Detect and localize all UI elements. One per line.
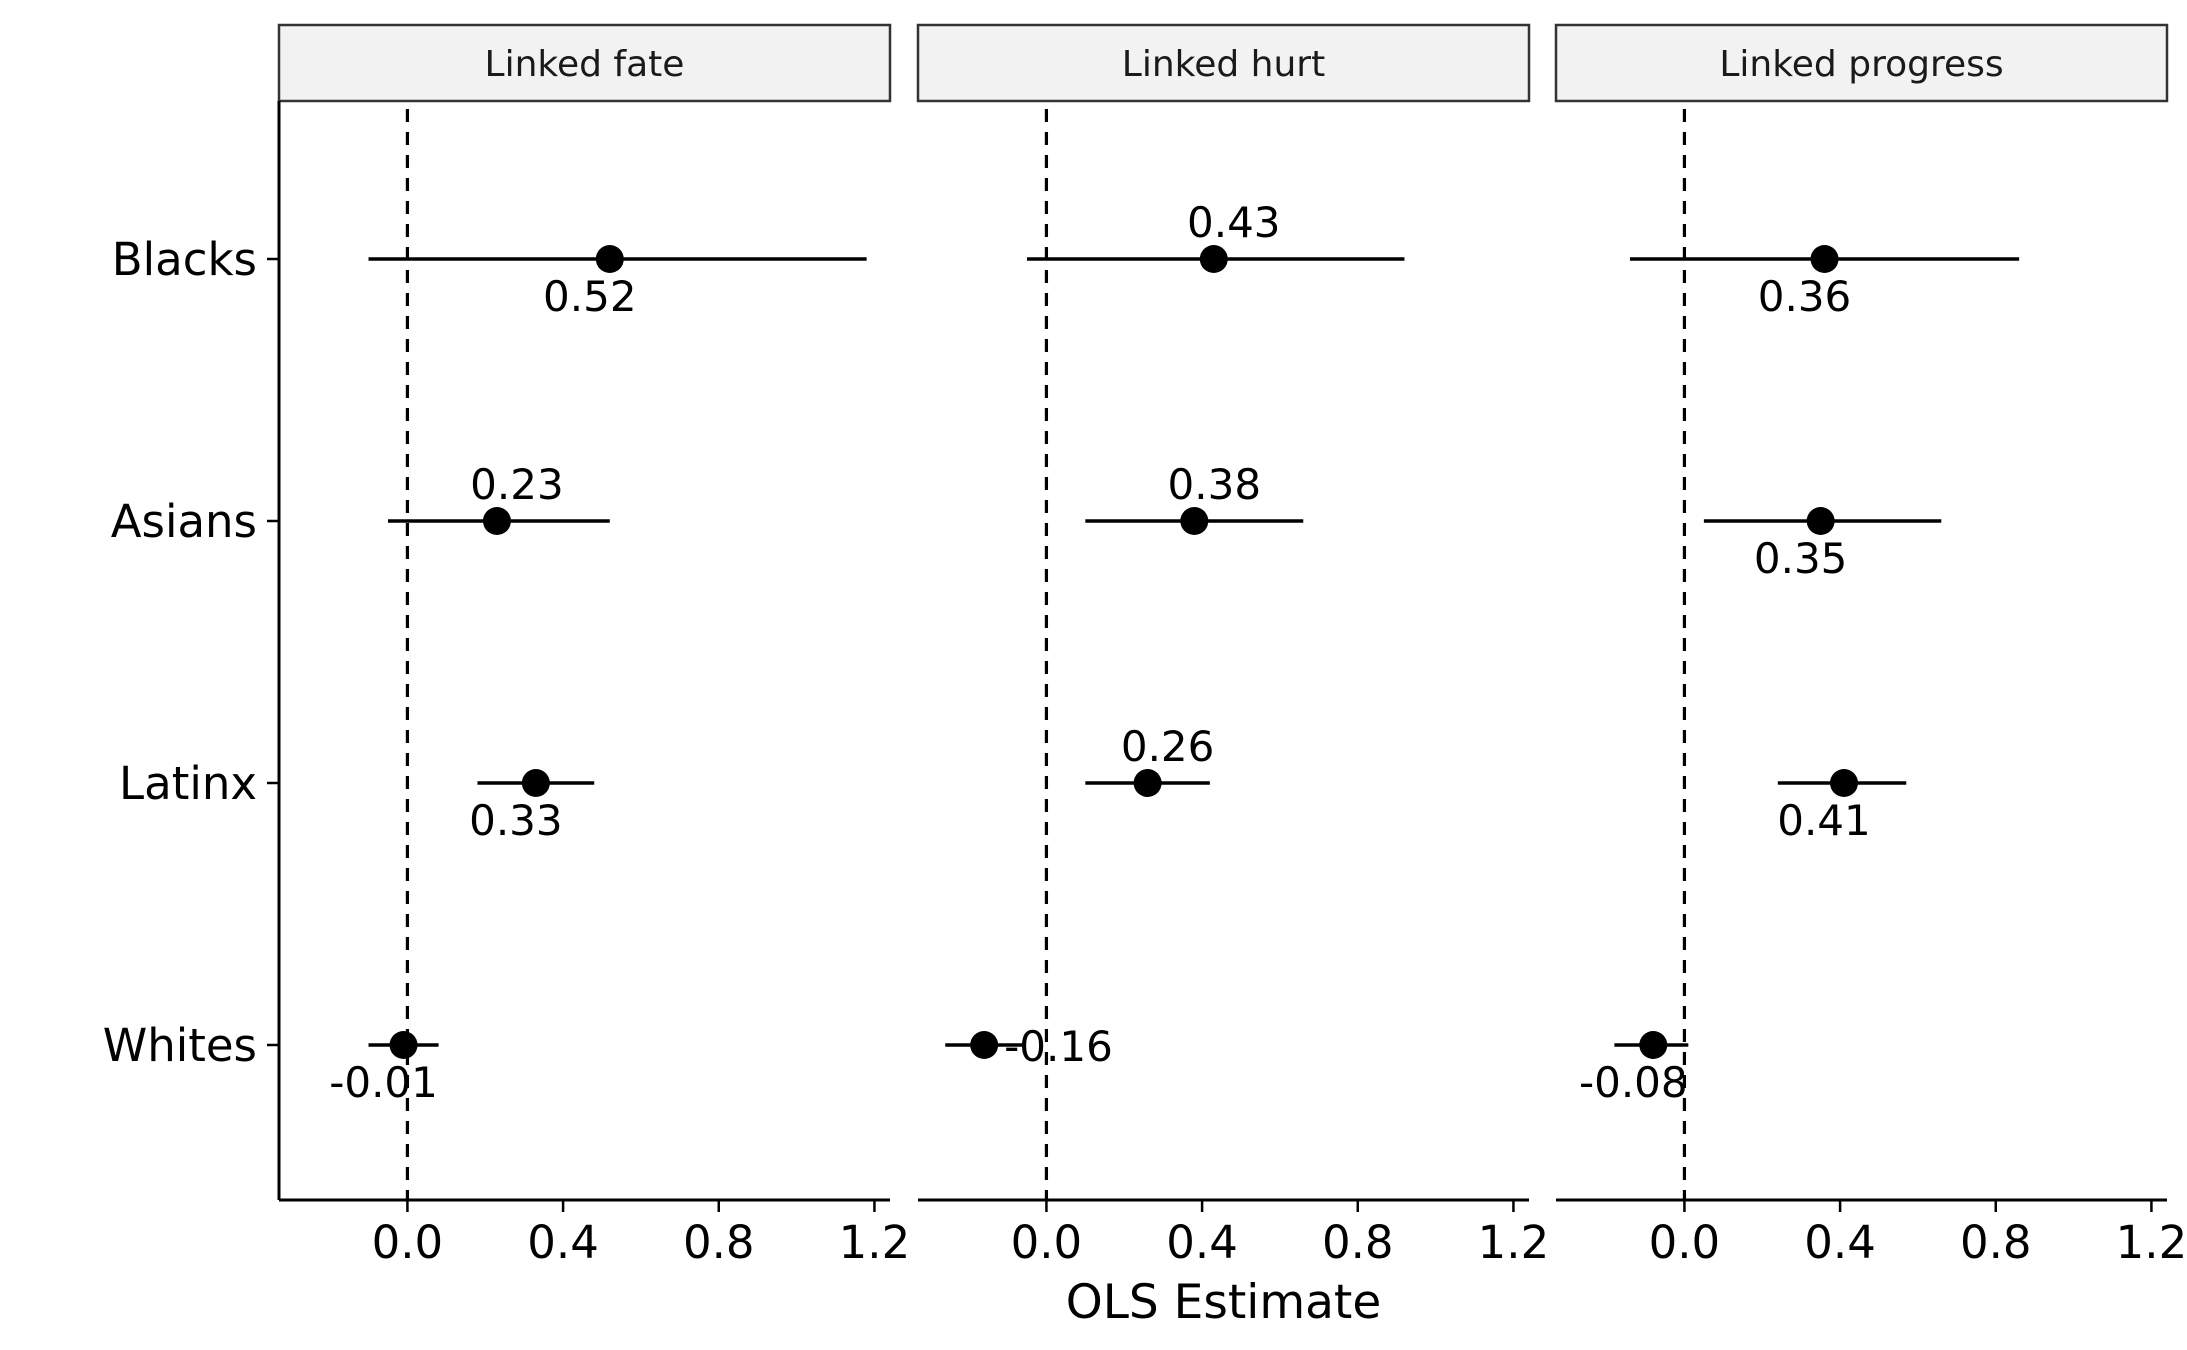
value-label-linked-fate-blacks: 0.52 — [543, 272, 637, 321]
value-label-linked-progress-blacks: 0.36 — [1758, 272, 1852, 321]
x-tick-label-linked-progress-0: 0.0 — [1649, 1216, 1721, 1269]
value-label-linked-hurt-blacks: 0.43 — [1187, 198, 1281, 247]
strip-linked-hurt — [916, 23, 1531, 103]
value-label-linked-fate-latinx: 0.33 — [469, 796, 563, 845]
strip-title-linked-progress: Linked progress — [1719, 44, 2003, 85]
strip-title-linked-hurt: Linked hurt — [1122, 44, 1325, 85]
x-tick-label-linked-hurt-1: 0.4 — [1166, 1216, 1238, 1269]
point-linked-fate-latinx — [521, 769, 550, 797]
x-tick-label-linked-fate-2: 0.8 — [683, 1216, 755, 1269]
x-tick-label-linked-fate-0: 0.0 — [372, 1216, 444, 1269]
y-tick-label-latinx: Latinx — [119, 757, 257, 810]
panel-linked-hurt: Linked hurt 0.0 0.4 0.8 1.2 0.43 0.38 0.26 -0.16 — [916, 23, 1550, 1269]
x-tick-label-linked-fate-3: 1.2 — [839, 1216, 911, 1269]
value-label-linked-hurt-asians: 0.38 — [1168, 460, 1262, 509]
point-linked-progress-blacks — [1810, 245, 1839, 273]
y-tick-label-whites: Whites — [103, 1019, 257, 1072]
strip-linked-fate — [277, 23, 892, 103]
strip-linked-progress — [1554, 23, 2169, 103]
point-linked-fate-whites — [389, 1031, 418, 1059]
panel-linked-fate: Linked fate 0.0 0.4 0.8 1.2 0.52 0.23 0.33 -0.01 — [277, 23, 911, 1269]
point-linked-progress-asians — [1806, 507, 1835, 535]
y-axis: Blacks Asians Latinx Whites — [103, 101, 281, 1200]
point-linked-fate-asians — [482, 507, 511, 535]
x-tick-label-linked-hurt-2: 0.8 — [1322, 1216, 1394, 1269]
x-tick-label-linked-progress-2: 0.8 — [1960, 1216, 2032, 1269]
point-linked-hurt-whites — [970, 1031, 999, 1059]
x-axis-title: OLS Estimate — [1066, 1275, 1382, 1330]
value-label-linked-fate-whites: -0.01 — [329, 1058, 438, 1107]
value-label-linked-fate-asians: 0.23 — [470, 460, 564, 509]
panel-linked-progress: Linked progress 0.0 0.4 0.8 1.2 0.36 0.35 0.41 -… — [1554, 23, 2187, 1269]
value-label-linked-progress-asians: 0.35 — [1754, 534, 1848, 583]
value-label-linked-hurt-whites: -0.16 — [1004, 1022, 1113, 1071]
x-tick-label-linked-hurt-0: 0.0 — [1011, 1216, 1083, 1269]
strip-title-linked-fate: Linked fate — [485, 44, 685, 85]
point-linked-hurt-latinx — [1133, 769, 1162, 797]
point-linked-hurt-asians — [1180, 507, 1209, 535]
point-linked-progress-latinx — [1829, 769, 1858, 797]
point-linked-fate-blacks — [595, 245, 624, 273]
value-label-linked-progress-whites: -0.08 — [1579, 1058, 1688, 1107]
x-tick-label-linked-progress-3: 1.2 — [2116, 1216, 2187, 1269]
x-tick-label-linked-fate-1: 0.4 — [527, 1216, 599, 1269]
x-tick-label-linked-hurt-3: 1.2 — [1478, 1216, 1550, 1269]
facet-panels: Linked fate 0.0 0.4 0.8 1.2 0.52 0.23 0.33 -0.01… — [277, 23, 2187, 1269]
point-linked-progress-whites — [1639, 1031, 1668, 1059]
x-tick-label-linked-progress-1: 0.4 — [1804, 1216, 1876, 1269]
y-tick-label-asians: Asians — [111, 495, 257, 548]
value-label-linked-progress-latinx: 0.41 — [1777, 796, 1871, 845]
value-label-linked-hurt-latinx: 0.26 — [1121, 722, 1215, 771]
point-linked-hurt-blacks — [1199, 245, 1228, 273]
y-tick-label-blacks: Blacks — [112, 233, 257, 286]
